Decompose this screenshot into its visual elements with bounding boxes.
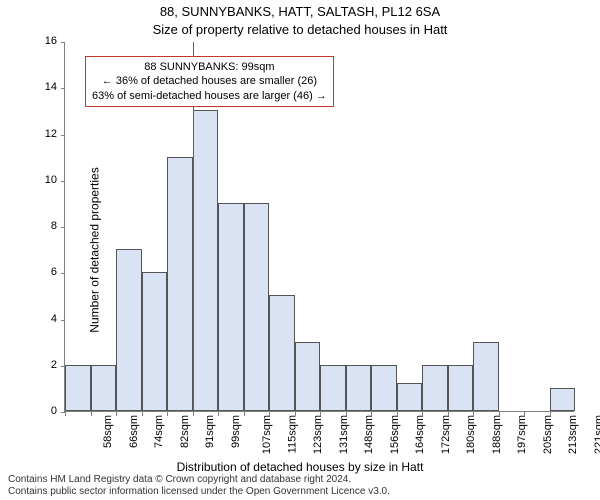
x-tick-label: 123sqm xyxy=(312,415,324,454)
x-tick-mark xyxy=(295,412,296,416)
y-tick-mark xyxy=(61,227,65,228)
x-tick-label: 107sqm xyxy=(261,415,273,454)
annotation-line: ← 36% of detached houses are smaller (26… xyxy=(92,74,327,88)
histogram-bar xyxy=(422,365,448,411)
x-tick-mark xyxy=(524,412,525,416)
histogram-bar xyxy=(269,295,295,411)
x-tick-label: 66sqm xyxy=(128,415,140,448)
histogram-bar xyxy=(167,157,193,411)
chart-title-sub: Size of property relative to detached ho… xyxy=(0,22,600,37)
histogram-bar xyxy=(91,365,117,411)
histogram-bar xyxy=(142,272,168,411)
x-tick-mark xyxy=(218,412,219,416)
y-tick-label: 8 xyxy=(51,220,65,232)
chart-title-main: 88, SUNNYBANKS, HATT, SALTASH, PL12 6SA xyxy=(0,4,600,19)
x-tick-mark xyxy=(269,412,270,416)
y-tick-label: 14 xyxy=(45,81,65,93)
histogram-bar xyxy=(218,203,244,411)
histogram-bar xyxy=(448,365,474,411)
x-tick-label: 131sqm xyxy=(338,415,350,454)
x-tick-label: 197sqm xyxy=(516,415,528,454)
x-tick-label: 115sqm xyxy=(286,415,298,453)
x-tick-mark xyxy=(550,412,551,416)
y-tick-mark xyxy=(61,88,65,89)
x-tick-label: 156sqm xyxy=(389,415,401,454)
x-tick-mark xyxy=(473,412,474,416)
histogram-bar xyxy=(116,249,142,411)
x-tick-label: 180sqm xyxy=(465,415,477,454)
x-tick-mark xyxy=(142,412,143,416)
y-tick-label: 10 xyxy=(45,174,65,186)
x-tick-label: 188sqm xyxy=(491,415,503,454)
histogram-bar xyxy=(320,365,346,411)
y-tick-mark xyxy=(61,135,65,136)
histogram-bar xyxy=(371,365,397,411)
y-tick-mark xyxy=(61,366,65,367)
x-tick-mark xyxy=(448,412,449,416)
attribution-line1: Contains HM Land Registry data © Crown c… xyxy=(8,474,390,486)
y-tick-mark xyxy=(61,181,65,182)
x-tick-label: 213sqm xyxy=(567,415,579,454)
x-tick-mark xyxy=(116,412,117,416)
x-tick-label: 74sqm xyxy=(153,415,165,448)
plot-area: 024681012141658sqm66sqm74sqm82sqm91sqm99… xyxy=(64,42,574,412)
histogram-bar xyxy=(397,383,423,411)
x-tick-label: 99sqm xyxy=(230,415,242,448)
x-tick-mark xyxy=(371,412,372,416)
x-tick-label: 172sqm xyxy=(440,415,452,454)
y-tick-label: 12 xyxy=(45,128,65,140)
histogram-bar xyxy=(295,342,321,411)
y-tick-mark xyxy=(61,320,65,321)
x-tick-label: 205sqm xyxy=(542,415,554,454)
histogram-bar xyxy=(244,203,270,411)
y-tick-mark xyxy=(61,273,65,274)
y-tick-label: 0 xyxy=(51,405,65,417)
x-tick-mark xyxy=(91,412,92,416)
x-tick-label: 221sqm xyxy=(593,415,600,454)
x-tick-mark xyxy=(193,412,194,416)
y-tick-label: 4 xyxy=(51,313,65,325)
histogram-bar xyxy=(65,365,91,411)
x-tick-mark xyxy=(397,412,398,416)
y-tick-label: 2 xyxy=(51,359,65,371)
chart-container: 88, SUNNYBANKS, HATT, SALTASH, PL12 6SA … xyxy=(0,0,600,500)
x-axis-label: Distribution of detached houses by size … xyxy=(0,460,600,474)
annotation-line: 88 SUNNYBANKS: 99sqm xyxy=(92,60,327,74)
x-tick-label: 82sqm xyxy=(179,415,191,448)
x-tick-mark xyxy=(346,412,347,416)
x-tick-label: 164sqm xyxy=(414,415,426,454)
x-tick-mark xyxy=(320,412,321,416)
histogram-bar xyxy=(550,388,576,411)
annotation-line: 63% of semi-detached houses are larger (… xyxy=(92,89,327,103)
y-tick-mark xyxy=(61,42,65,43)
annotation-box: 88 SUNNYBANKS: 99sqm← 36% of detached ho… xyxy=(85,56,334,107)
x-tick-label: 58sqm xyxy=(102,415,114,448)
x-tick-mark xyxy=(422,412,423,416)
x-tick-mark xyxy=(499,412,500,416)
attribution-line2: Contains public sector information licen… xyxy=(8,486,390,498)
x-tick-label: 148sqm xyxy=(363,415,375,454)
x-tick-mark xyxy=(65,412,66,416)
x-tick-mark xyxy=(167,412,168,416)
x-tick-label: 91sqm xyxy=(204,415,216,448)
y-tick-label: 16 xyxy=(45,35,65,47)
attribution: Contains HM Land Registry data © Crown c… xyxy=(8,474,390,498)
x-tick-mark xyxy=(244,412,245,416)
y-tick-label: 6 xyxy=(51,266,65,278)
histogram-bar xyxy=(193,110,219,411)
histogram-bar xyxy=(346,365,372,411)
histogram-bar xyxy=(473,342,499,411)
